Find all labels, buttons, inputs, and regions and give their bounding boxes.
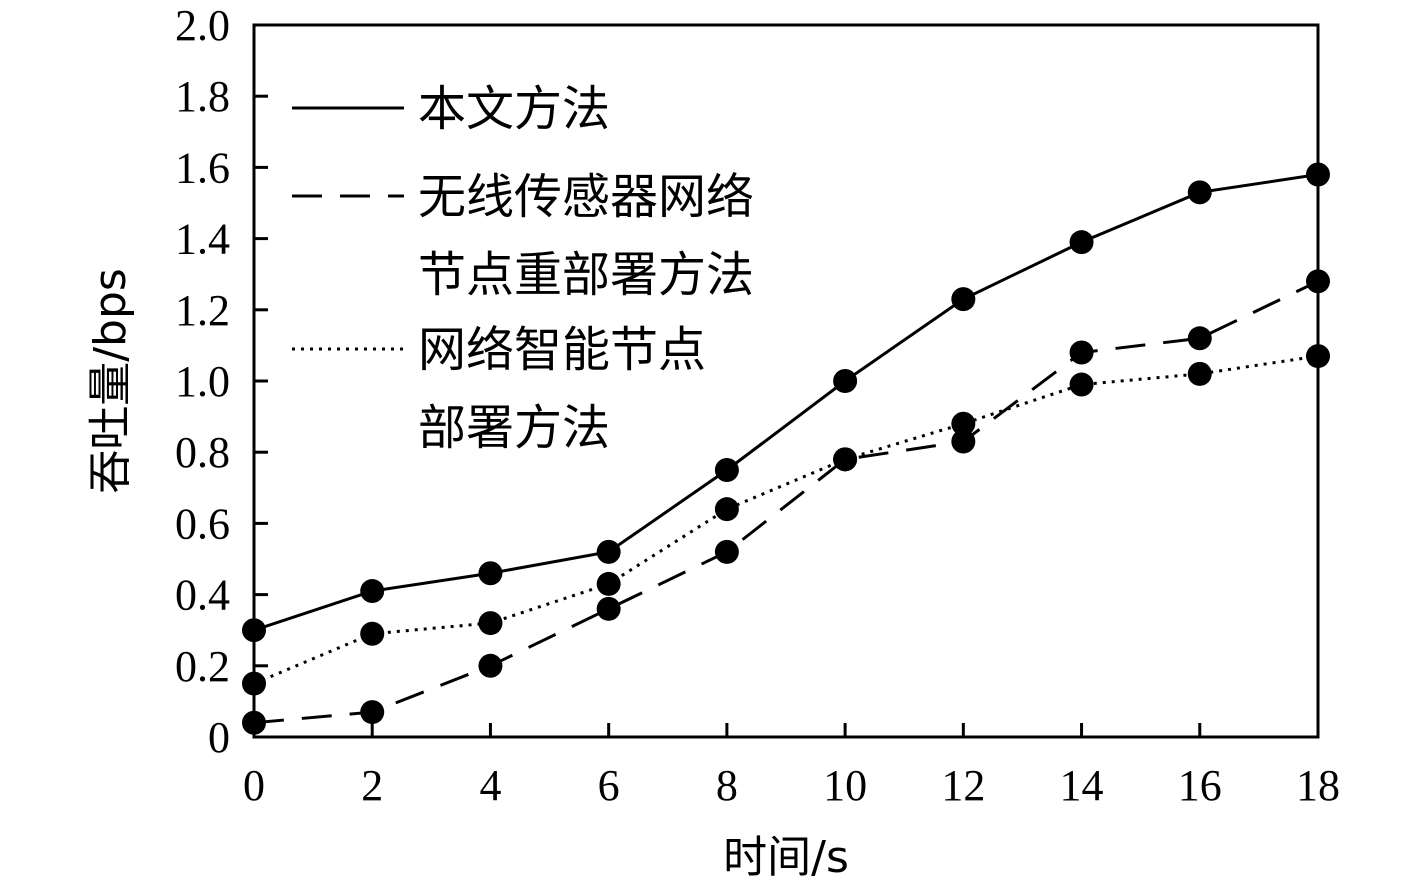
series-1-point [1187,180,1212,205]
x-tick-label: 6 [598,761,620,810]
series-1-point [833,369,858,393]
plot-area [242,162,1330,735]
x-tick-label: 4 [479,761,501,810]
y-tick-label: 0.4 [175,571,230,620]
y-tick-label: 0.2 [175,642,230,691]
series-2-point [360,700,385,725]
series-line-3 [253,354,1319,685]
legend-label-1: 本文方法 [418,81,610,137]
legend-label-3: 网络智能节点 [418,322,706,378]
x-tick-label: 14 [1060,761,1104,810]
y-tick-label: 0.6 [175,499,230,548]
series-3-point [596,571,621,596]
y-tick-label: 2.0 [175,1,230,50]
y-axis-title: 吞吐量/bps [85,268,136,494]
series-3-point [1069,372,1094,397]
series-3-point [951,411,976,436]
y-tick-label: 0.8 [175,428,230,477]
x-tick-label: 0 [243,761,265,810]
series-2-point [1069,340,1094,365]
series-line-2 [253,279,1319,725]
y-tick-label: 1.6 [175,143,230,192]
x-tick-label: 8 [716,761,738,810]
x-axis-title: 时间/s [723,832,849,883]
series-3-point [833,447,858,472]
series-2-point [1187,326,1212,351]
series-3-point [714,497,739,522]
plot-frame [252,23,1320,739]
series-1-point [1069,230,1094,255]
legend-label-3: 部署方法 [418,400,610,456]
y-tick-label: 1.8 [175,72,230,121]
y-tick-label: 1.4 [175,215,230,264]
x-tick-label: 10 [823,761,867,810]
series-2-point [478,653,503,678]
series-2-point [596,596,621,621]
x-tick-label: 12 [941,761,985,810]
x-tick-label: 16 [1178,761,1222,810]
series-3-point [360,621,385,646]
series-3-point [478,611,503,636]
y-tick-label: 1.0 [175,357,230,406]
legend-label-2: 无线传感器网络 [418,169,754,225]
series-2-point [951,429,976,454]
y-tick-label: 0 [208,713,230,762]
y-tick-label: 1.2 [175,286,230,335]
series-1-point [360,579,385,604]
legend-label-2: 节点重部署方法 [418,247,754,303]
series-2-point [714,539,739,564]
series-1-point [478,561,503,586]
x-tick-label: 2 [361,761,383,810]
series-line-1 [253,173,1319,632]
series-1-point [951,287,976,312]
axis-ticks: 0 0.2 0.4 0.6 0.8 1.0 1.2 1.4 1.6 1.8 2.0 0 2 4 6 8 10 12… [175,1,1340,810]
x-tick-label: 18 [1296,761,1340,810]
series-1-point [596,539,621,564]
series-1-point [714,458,739,482]
series-3-point [1187,361,1212,386]
